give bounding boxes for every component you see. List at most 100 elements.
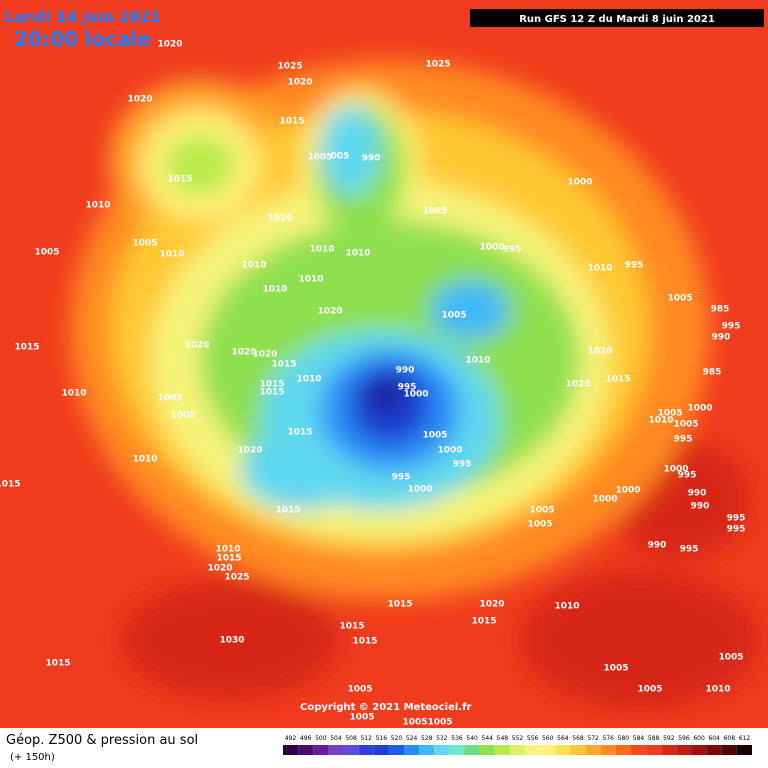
colorbar-swatch <box>313 745 329 755</box>
colorbar-swatch <box>600 745 616 755</box>
isobar-label: 995 <box>453 460 472 470</box>
isobar-label: 1015 <box>259 380 284 390</box>
colorbar-swatch <box>509 745 526 755</box>
colorbar-label: 516 <box>376 735 388 742</box>
colorbar-label: 564 <box>557 735 569 742</box>
isobar-label: 1005 <box>347 685 372 695</box>
isobar-label: 1015 <box>216 554 241 564</box>
colorbar-label: 500 <box>315 735 327 742</box>
isobar-label: 1015 <box>387 600 412 610</box>
map-field <box>0 0 768 728</box>
isobar-label: 1015 <box>275 506 300 516</box>
colorbar-swatch <box>721 745 737 755</box>
isobar-label: 1000 <box>403 390 428 400</box>
colorbar-label: 512 <box>360 735 372 742</box>
colorbar-swatch <box>736 745 752 755</box>
isobar-label: 995 <box>503 245 522 255</box>
isobar-label: 995 <box>398 383 417 393</box>
isobar-label: 1010 <box>554 602 579 612</box>
isobar-label: 1005 <box>657 409 682 419</box>
colorbar-label: 556 <box>527 735 539 742</box>
copyright: Copyright © 2021 Meteociel.fr <box>300 702 471 713</box>
isobar-label: 1000 <box>479 243 504 253</box>
colorbar-label: 496 <box>300 735 312 742</box>
isobar-label: 1025 <box>277 62 302 72</box>
colorbar-swatch <box>449 745 465 755</box>
isobar-label: 1010 <box>85 201 110 211</box>
colorbar-label: 548 <box>497 735 509 742</box>
isobar-label: 1005 <box>402 718 427 728</box>
colorbar-label: 608 <box>724 735 736 742</box>
run-box <box>470 9 764 27</box>
forecast-time: 20:00 locale <box>14 27 151 51</box>
isobar-label: 1015 <box>45 659 70 669</box>
colorbar-swatch <box>691 745 707 755</box>
isobar-label: 1015 <box>167 175 192 185</box>
colorbar-label: 552 <box>512 735 524 742</box>
footer-subtitle: (+ 150h) <box>10 752 55 763</box>
isobar-label: 1005 <box>529 506 554 516</box>
colorbar-label: 576 <box>603 735 615 742</box>
isobar-label: 1020 <box>184 341 209 351</box>
isobar-label: 1020 <box>237 446 262 456</box>
isobar-label: 1010 <box>132 455 157 465</box>
isobar-label: 1015 <box>271 360 296 370</box>
isobar-label: 1020 <box>207 564 232 574</box>
isobar-label: 1015 <box>287 428 312 438</box>
isobar-label: 995 <box>674 435 693 445</box>
isobar-label: 1000 <box>407 485 432 495</box>
isobar-label: 1015 <box>14 343 39 353</box>
isobar-label: 990 <box>688 489 707 499</box>
colorbar-swatch <box>388 745 405 755</box>
colorbar-swatch <box>540 745 556 755</box>
isobar-label: 1015 <box>279 117 304 127</box>
colorbar-label: 612 <box>739 735 751 742</box>
colorbar-swatch <box>283 745 299 755</box>
colorbar-swatch <box>419 745 435 755</box>
isobar-label: 995 <box>678 471 697 481</box>
isobar-label: 1010 <box>705 685 730 695</box>
isobar-label: 1000 <box>663 465 688 475</box>
isobar-label: 1015 <box>605 375 630 385</box>
isobar-label: 1005 <box>441 311 466 321</box>
isobar-label: 1010 <box>587 264 612 274</box>
isobar-label: 1010 <box>241 261 266 271</box>
colorbar-swatch <box>434 745 450 755</box>
colorbar-swatch <box>630 745 647 755</box>
isobar-label: 1005 <box>422 431 447 441</box>
colorbar-label: 492 <box>285 735 297 742</box>
isobar-label: 1005 <box>422 207 447 217</box>
colorbar-swatch <box>615 745 631 755</box>
colorbar-swatch <box>343 745 359 755</box>
colorbar-label: 528 <box>421 735 433 742</box>
isobar-label: 1005 <box>427 718 452 728</box>
isobar-label: 1020 <box>157 40 182 50</box>
colorbar-label: 572 <box>587 735 599 742</box>
isobar-label: 1010 <box>296 375 321 385</box>
isobar-label: 1005 <box>527 520 552 530</box>
colorbar-swatch <box>661 745 677 755</box>
colorbar-swatch <box>328 745 344 755</box>
colorbar-label: 524 <box>406 735 418 742</box>
colorbar-swatch <box>358 745 374 755</box>
isobar-label: 005 <box>331 152 350 162</box>
colorbar-swatch <box>404 745 420 755</box>
isobar-label: 995 <box>392 473 411 483</box>
colorbar-swatch <box>479 745 495 755</box>
colorbar-swatch <box>555 745 571 755</box>
isobar-label: 1005 <box>718 653 743 663</box>
isobar-label: 1000 <box>687 404 712 414</box>
colorbar-label: 532 <box>436 735 448 742</box>
isobar-label: 1010 <box>159 250 184 260</box>
isobar-label: 1020 <box>565 380 590 390</box>
isobar-label: 985 <box>711 305 730 315</box>
colorbar-label: 596 <box>678 735 690 742</box>
colorbar-swatch <box>676 745 692 755</box>
forecast-date: Lundi 14 juin 2021 <box>4 8 161 26</box>
isobar-label: 1020 <box>317 307 342 317</box>
colorbar-label: 584 <box>633 735 645 742</box>
colorbar-swatch <box>525 745 541 755</box>
isobar-label: 1010 <box>309 245 334 255</box>
